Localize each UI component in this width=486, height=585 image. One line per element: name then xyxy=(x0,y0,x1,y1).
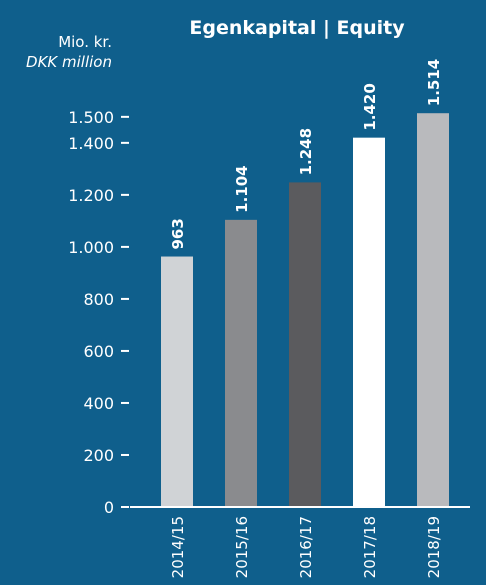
bar-2016-17 xyxy=(289,182,321,507)
y-tick-label: 1.400 xyxy=(68,134,114,153)
x-tick-label: 2017/18 xyxy=(361,516,379,578)
unit-label-danish: Mio. kr. xyxy=(58,33,112,51)
bar-2015-16 xyxy=(225,219,257,507)
x-tick-label: 2016/17 xyxy=(297,516,315,578)
chart-title: Egenkapital | Equity xyxy=(189,17,405,39)
y-tick-label: 1.500 xyxy=(68,108,114,127)
y-tick-label: 1.200 xyxy=(68,186,114,205)
bar-2014-15 xyxy=(161,256,193,507)
value-label: 963 xyxy=(169,218,187,249)
y-tick-label: 800 xyxy=(83,290,114,309)
y-tick-label: 600 xyxy=(83,342,114,361)
unit-label-english: DKK million xyxy=(26,53,112,71)
bars xyxy=(161,113,449,507)
value-label: 1.104 xyxy=(233,165,251,212)
y-tick-label: 400 xyxy=(83,394,114,413)
y-tick-label: 200 xyxy=(83,446,114,465)
bar-2017-18 xyxy=(353,137,385,507)
x-tick-label: 2014/15 xyxy=(169,516,187,578)
value-label: 1.420 xyxy=(361,83,379,130)
value-labels: 963 1.104 1.248 1.420 1.514 xyxy=(169,59,443,250)
x-tick-label: 2018/19 xyxy=(425,516,443,578)
value-label: 1.248 xyxy=(297,128,315,175)
y-tick-label: 1.000 xyxy=(68,238,114,257)
x-axis: 2014/15 2015/16 2016/17 2017/18 2018/19 xyxy=(130,506,470,578)
bar-2018-19 xyxy=(417,113,449,507)
y-tick-label: 0 xyxy=(104,498,114,517)
y-axis: 0 200 400 600 800 1.000 1.200 1.400 1.500 xyxy=(68,108,129,517)
x-tick-label: 2015/16 xyxy=(233,516,251,578)
value-label: 1.514 xyxy=(425,59,443,106)
